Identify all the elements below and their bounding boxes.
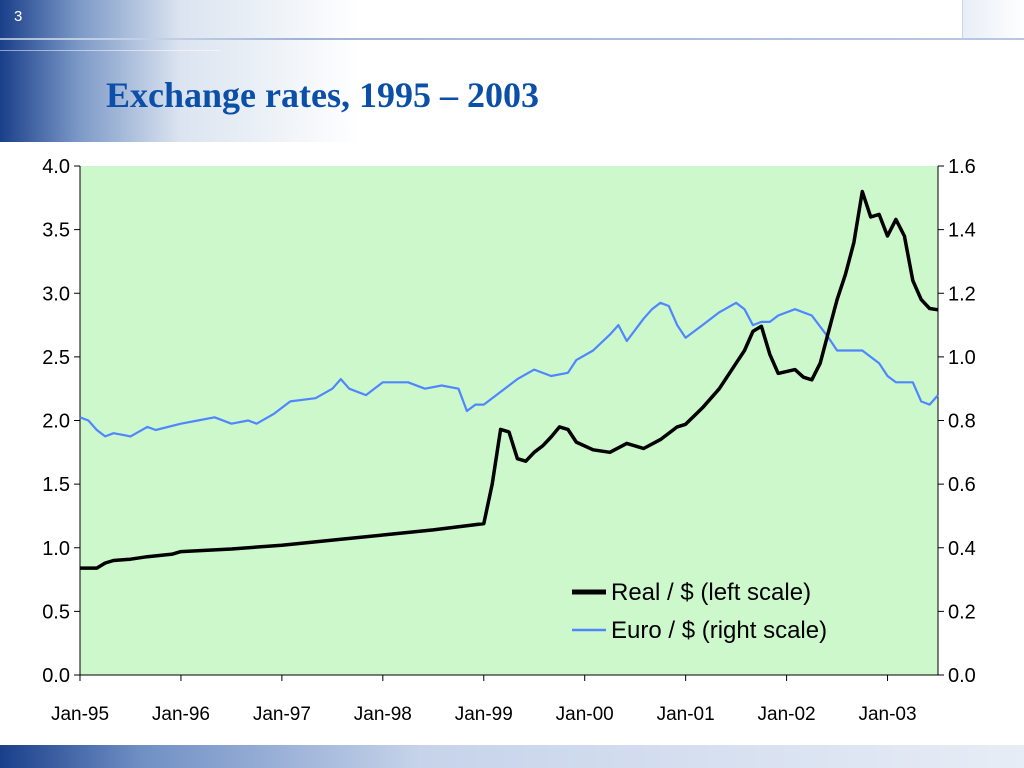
x-tick-label: Jan-01 xyxy=(657,704,715,725)
legend: Real / $ (left scale) Euro / $ (right sca… xyxy=(572,579,827,644)
x-tick-label: Jan-95 xyxy=(51,704,109,725)
footer-band xyxy=(0,745,1024,768)
x-tick-label: Jan-03 xyxy=(858,704,916,725)
x-tick-label: Jan-99 xyxy=(455,704,513,725)
right-tick-label: 0.4 xyxy=(948,538,976,560)
series-lines xyxy=(79,189,939,570)
left-tick-label: 1.0 xyxy=(42,538,70,560)
axes: 0.0 0.5 1.0 1.5 2.0 2.5 3.0 3.5 4.0 0.0 0.2 0.4 0.6 0… xyxy=(42,156,976,725)
x-tick-label: Jan-02 xyxy=(758,704,816,725)
right-tick-label: 0.6 xyxy=(948,474,976,496)
right-tick-label: 0.2 xyxy=(948,601,976,623)
right-tick-label: 1.6 xyxy=(948,156,976,178)
x-tick-label: Jan-97 xyxy=(253,704,311,725)
euro-series-line xyxy=(79,301,939,438)
right-tick-label: 1.4 xyxy=(948,220,976,242)
slide-title: Exchange rates, 1995 – 2003 xyxy=(106,75,539,115)
left-tick-label: 4.0 xyxy=(42,156,70,178)
left-tick-label: 3.0 xyxy=(42,283,70,305)
slide-number: 3 xyxy=(14,8,23,25)
exchange-rate-chart: 0.0 0.5 1.0 1.5 2.0 2.5 3.0 3.5 4.0 0.0 0.2 0.4 0.6 0… xyxy=(42,156,976,725)
legend-euro-label: Euro / $ (right scale) xyxy=(611,617,827,644)
left-tick-label: 2.0 xyxy=(42,411,70,433)
left-tick-label: 1.5 xyxy=(42,474,70,496)
header-corner-panel xyxy=(962,0,1024,38)
x-tick-label: Jan-98 xyxy=(354,704,412,725)
left-tick-label: 0.0 xyxy=(42,665,70,687)
right-tick-label: 0.8 xyxy=(948,411,976,433)
right-tick-label: 1.2 xyxy=(948,283,976,305)
real-series-line xyxy=(80,189,939,570)
header-rule-secondary xyxy=(0,50,220,51)
x-tick-label: Jan-96 xyxy=(152,704,210,725)
legend-real-label: Real / $ (left scale) xyxy=(611,579,811,606)
left-tick-label: 0.5 xyxy=(42,601,70,623)
x-tick-label: Jan-00 xyxy=(556,704,614,725)
header-rule xyxy=(0,38,1024,40)
right-tick-label: 0.0 xyxy=(948,665,976,687)
left-tick-label: 3.5 xyxy=(42,220,70,242)
header-band xyxy=(0,0,1024,142)
right-tick-label: 1.0 xyxy=(948,347,976,369)
left-tick-label: 2.5 xyxy=(42,347,70,369)
